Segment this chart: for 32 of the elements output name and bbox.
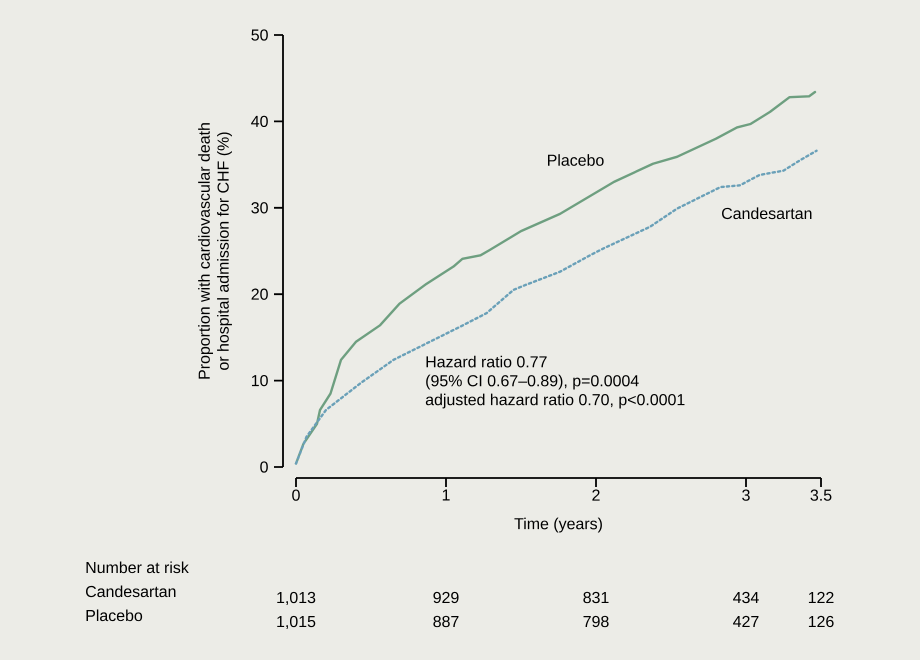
text: 929 (433, 592, 459, 604)
y-tick-label: 30 (251, 202, 268, 214)
text: 1,013 (277, 592, 316, 606)
x-tick-label: 2 (592, 490, 600, 501)
x-tick-label: 3.5 (810, 490, 832, 501)
y-tick-label: 20 (252, 288, 268, 300)
y-tick-label: 0 (260, 461, 268, 473)
x-axis-title: Time (years) (514, 518, 602, 532)
x-tick-label: 0 (292, 490, 300, 501)
annotation: adjusted hazard ratio 0.70, p<0.0001 (426, 394, 684, 408)
series-label: Placebo (548, 154, 604, 166)
annotation: Hazard ratio 0.77 (426, 356, 547, 368)
y-axis-title: Proportion with cardiovascular death or hospital admission for CHF (%) (198, 123, 232, 379)
text: 798 (584, 616, 609, 628)
y-tick-label: 40 (251, 116, 268, 128)
text: 122 (808, 592, 834, 603)
text: 1,015 (277, 616, 316, 630)
text: Placebo (86, 609, 142, 622)
y-tick-label: 50 (251, 29, 268, 41)
x-tick-label: 3 (742, 490, 750, 501)
y-tick-label: 10 (252, 374, 268, 386)
text: 126 (808, 616, 834, 628)
text: Candesartan (86, 585, 176, 598)
text: 831 (583, 592, 609, 604)
series-label: Candesartan (722, 207, 812, 220)
x-tick-label: 1 (442, 490, 450, 500)
text: Number at risk (86, 561, 189, 574)
annotation: (95% CI 0.67–0.89), p=0.0004 (426, 374, 639, 390)
text: 427 (733, 616, 758, 627)
text: 887 (433, 616, 458, 628)
text: 434 (733, 592, 759, 604)
line-series (294, 150, 818, 465)
